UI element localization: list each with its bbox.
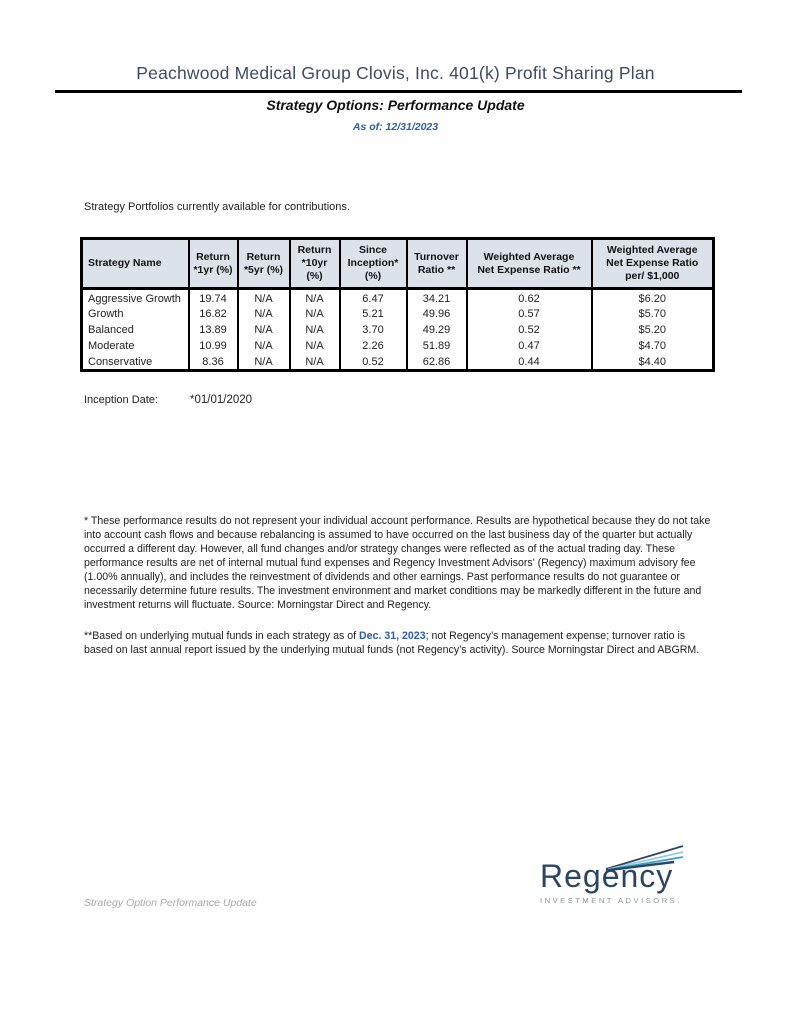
col-turnover-ratio: Turnover Ratio **	[405, 237, 468, 291]
value-cell: N/A	[236, 322, 291, 339]
value-cell: N/A	[236, 354, 291, 371]
strategy-name-cell: Growth	[80, 306, 190, 323]
page-title: Peachwood Medical Group Clovis, Inc. 401…	[136, 63, 655, 83]
footnote2-text-after: ; not Regency’s management expense; turn…	[84, 630, 700, 657]
value-cell: N/A	[288, 288, 341, 307]
value-cell: N/A	[288, 306, 341, 323]
value-cell: N/A	[236, 306, 291, 323]
value-cell: 62.86	[405, 354, 468, 371]
as-of-date: As of: 12/31/2023	[352, 121, 439, 133]
intro-text: Strategy Portfolios currently available …	[84, 201, 350, 213]
value-cell: $4.40	[590, 354, 715, 371]
footnote-underlying-funds: **Based on underlying mutual funds in ea…	[84, 629, 714, 657]
strategy-name-cell: Aggressive Growth	[80, 288, 190, 307]
value-cell: 19.74	[187, 288, 239, 307]
value-cell: 0.47	[465, 338, 593, 355]
value-cell: 16.82	[187, 306, 239, 323]
col-return-1yr: Return *1yr (%)	[187, 237, 239, 291]
table-row: Balanced 13.89 N/A N/A 3.70 49.29 0.52 $5.20	[80, 322, 715, 339]
value-cell: 13.89	[187, 322, 239, 339]
value-cell: 49.29	[405, 322, 468, 339]
value-cell: $4.70	[590, 338, 715, 355]
col-return-5yr: Return *5yr (%)	[236, 237, 291, 291]
value-cell: $5.20	[590, 322, 715, 339]
value-cell: N/A	[288, 338, 341, 355]
footnote-performance-disclaimer: * These performance results do not repre…	[84, 515, 711, 612]
strategy-name-cell: Balanced	[80, 322, 190, 339]
value-cell: N/A	[288, 322, 341, 339]
value-cell: N/A	[236, 338, 291, 355]
value-cell: N/A	[236, 288, 291, 307]
col-since-inception: Since Inception* (%)	[338, 237, 408, 291]
footnote2-date: Dec. 31, 2023	[359, 630, 426, 642]
value-cell: 34.21	[405, 288, 468, 307]
table-header-row: Strategy Name Return *1yr (%) Return *5y…	[80, 237, 715, 291]
value-cell: 51.89	[405, 338, 468, 355]
value-cell: 0.52	[465, 322, 593, 339]
strategy-name-cell: Moderate	[80, 338, 190, 355]
table-row: Growth 16.82 N/A N/A 5.21 49.96 0.57 $5.70	[80, 306, 715, 323]
col-strategy-name: Strategy Name	[80, 237, 190, 291]
value-cell: 3.70	[338, 322, 408, 339]
value-cell: 6.47	[338, 288, 408, 307]
title-divider-rule	[55, 90, 742, 93]
value-cell: N/A	[288, 354, 341, 371]
value-cell: $5.70	[590, 306, 715, 323]
regency-logo: Regency INVESTMENT ADVISORS.	[540, 842, 690, 905]
inception-date-label: Inception Date:	[84, 394, 158, 406]
value-cell: 0.62	[465, 288, 593, 307]
page-subtitle: Strategy Options: Performance Update	[266, 97, 525, 113]
value-cell: 8.36	[187, 354, 239, 371]
strategy-table-body: Aggressive Growth 19.74 N/A N/A 6.47 34.21 0.6…	[80, 288, 715, 371]
strategy-table-container: Strategy Name Return *1yr (%) Return *5y…	[80, 237, 715, 372]
strategy-performance-table: Strategy Name Return *1yr (%) Return *5y…	[80, 237, 715, 372]
footnote2-text-before: **Based on underlying mutual funds in ea…	[84, 630, 360, 642]
logo-swoosh-icon	[605, 845, 684, 872]
col-weighted-avg-per-1000: Weighted Average Net Expense Ratio per/ …	[590, 237, 715, 291]
value-cell: $6.20	[590, 288, 715, 307]
logo-tagline: INVESTMENT ADVISORS.	[540, 896, 682, 905]
col-return-10yr: Return *10yr (%)	[288, 237, 341, 291]
value-cell: 49.96	[405, 306, 468, 323]
value-cell: 2.26	[338, 338, 408, 355]
footer-document-title: Strategy Option Performance Update	[84, 897, 257, 909]
value-cell: 0.52	[338, 354, 408, 371]
strategy-name-cell: Conservative	[80, 354, 190, 371]
inception-date-line: Inception Date: *01/01/2020	[84, 394, 252, 406]
inception-date-value: *01/01/2020	[190, 394, 253, 406]
col-weighted-avg-expense: Weighted Average Net Expense Ratio **	[465, 237, 593, 291]
value-cell: 5.21	[338, 306, 408, 323]
value-cell: 0.44	[465, 354, 593, 371]
table-row: Conservative 8.36 N/A N/A 0.52 62.86 0.44 $4.40	[80, 354, 715, 371]
table-row: Aggressive Growth 19.74 N/A N/A 6.47 34.21 0.6…	[80, 288, 715, 307]
value-cell: 0.57	[465, 306, 593, 323]
table-row: Moderate 10.99 N/A N/A 2.26 51.89 0.47 $4.70	[80, 338, 715, 355]
value-cell: 10.99	[187, 338, 239, 355]
